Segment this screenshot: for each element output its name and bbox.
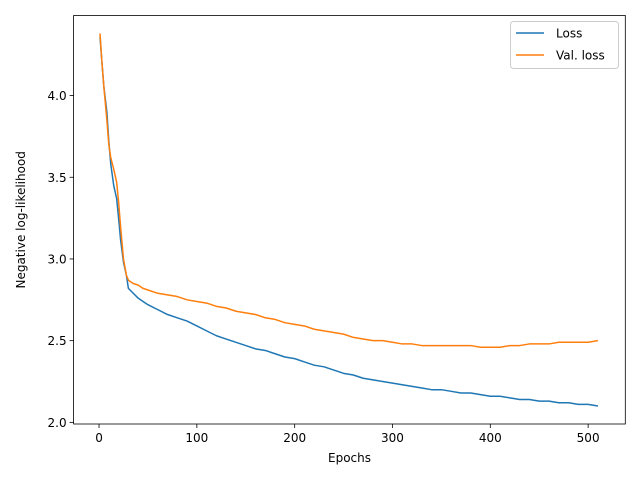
y-tick-label: 3.5 <box>48 171 67 185</box>
y-tick-label: 4.0 <box>48 89 67 103</box>
x-tick-label: 200 <box>283 431 306 445</box>
x-axis-label: Epochs <box>328 451 371 465</box>
x-tick-label: 100 <box>185 431 208 445</box>
legend: Loss Val. loss <box>510 21 619 69</box>
x-tick-label: 400 <box>479 431 502 445</box>
plot-area <box>73 15 626 425</box>
series-lines <box>99 33 599 407</box>
axes-frame <box>73 15 626 425</box>
y-tick-label: 2.0 <box>48 416 67 430</box>
y-axis: 2.0 2.5 3.0 3.5 4.0 <box>48 89 74 430</box>
series-line-val-loss <box>99 33 599 348</box>
x-tick-label: 300 <box>381 431 404 445</box>
x-tick-label: 0 <box>95 431 103 445</box>
legend-label-val-loss: Val. loss <box>556 49 605 63</box>
y-axis-label: Negative log-likelihood <box>14 151 28 288</box>
legend-label-loss: Loss <box>556 27 582 41</box>
x-tick-label: 500 <box>577 431 600 445</box>
y-tick-label: 3.0 <box>48 252 67 266</box>
x-axis: 0 100 200 300 400 500 <box>95 424 600 445</box>
y-tick-label: 2.5 <box>48 334 67 348</box>
